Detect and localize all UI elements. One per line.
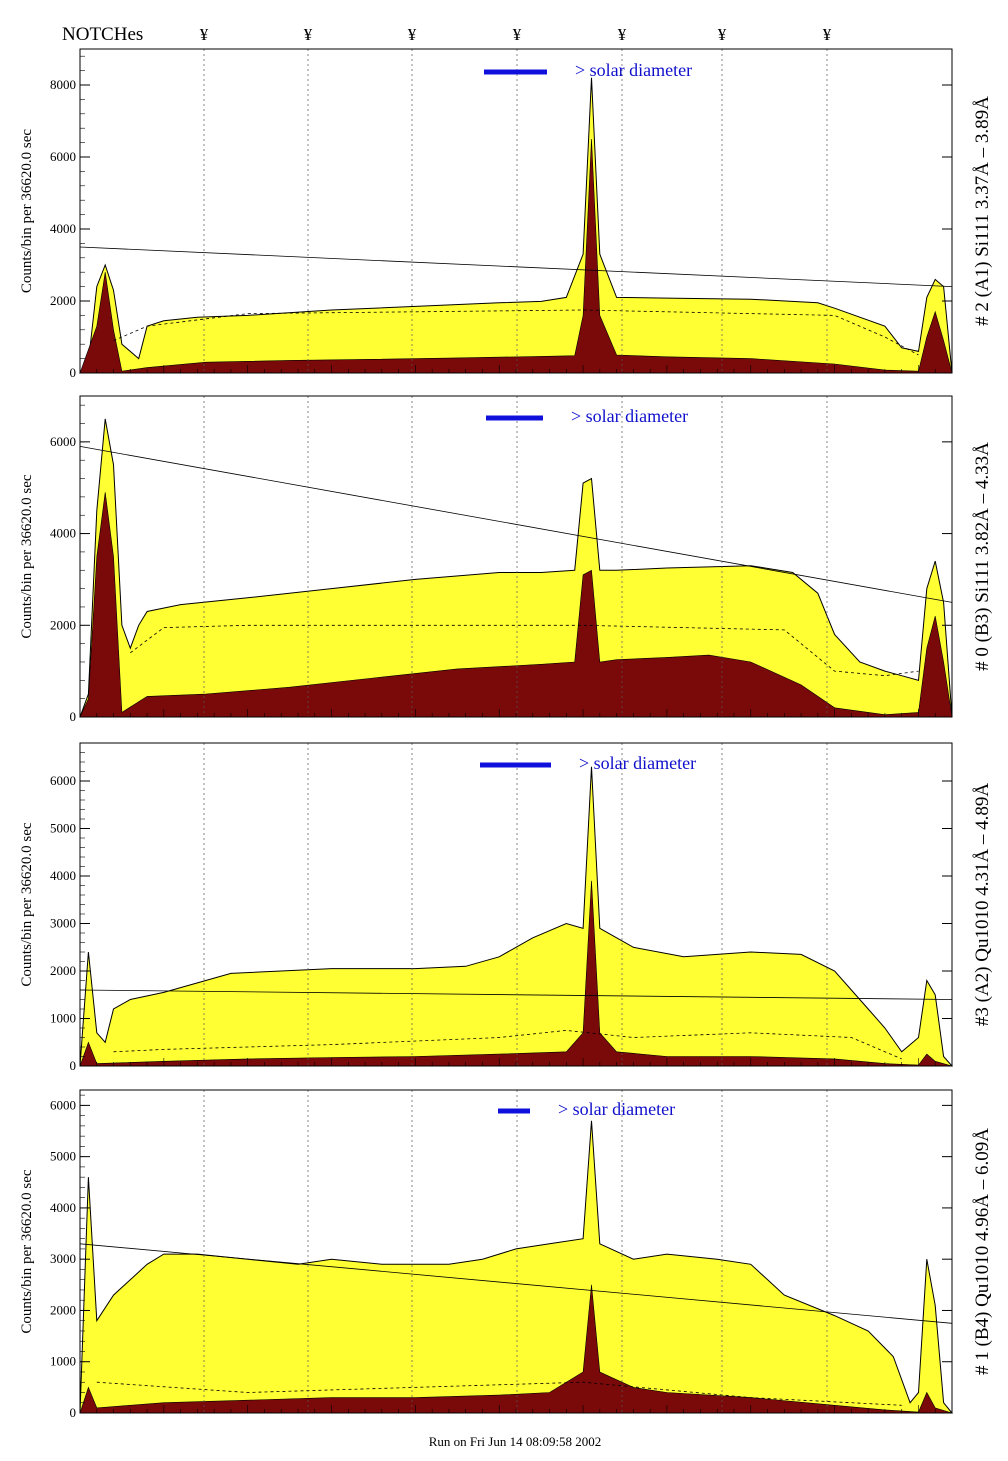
y-tick-label: 4000	[50, 868, 76, 883]
y-tick-label: 3000	[50, 1251, 76, 1266]
notch-mark-1: ¥	[200, 25, 209, 44]
solar-diameter-label: > solar diameter	[558, 1099, 675, 1119]
line-counts-area	[79, 880, 953, 1067]
notch-mark-6: ¥	[718, 25, 727, 44]
y-tick-label: 6000	[50, 773, 76, 788]
y-tick-label: 0	[70, 1405, 77, 1420]
line-counts-area	[79, 492, 953, 718]
trend-line	[79, 246, 953, 287]
y-tick-label: 0	[70, 1058, 77, 1073]
solar-diameter-label: > solar diameter	[579, 753, 696, 773]
y-tick-label: 4000	[50, 1200, 76, 1215]
notch-mark-4: ¥	[513, 25, 522, 44]
trend-line	[79, 1243, 953, 1324]
notches-title: NOTCHes	[62, 24, 143, 45]
total-counts-area	[79, 418, 953, 718]
line-counts-area	[79, 138, 953, 374]
notch-mark-7: ¥	[823, 25, 832, 44]
solar-diameter-label: > solar diameter	[571, 406, 688, 426]
panels: 0 2000 4000 6000 8000 Counts/bin per 36620.0 …	[19, 48, 993, 1420]
notch-mark-5: ¥	[618, 25, 627, 44]
y-tick-label: 6000	[50, 149, 76, 164]
y-tick-label: 1000	[50, 1354, 76, 1369]
panel-1: 0 2000 4000 6000 8000 Counts/bin per 36620.0 …	[19, 48, 993, 380]
y-axis-label: Counts/bin per 36620.0 sec	[19, 1169, 35, 1333]
y-tick-label: 0	[70, 365, 77, 380]
total-counts-area	[79, 766, 954, 1067]
y-tick-label: 0	[70, 709, 77, 724]
trend-line	[79, 989, 953, 1000]
y-axis-label: Counts/bin per 36620.0 sec	[19, 822, 35, 986]
y-tick-label: 1000	[50, 1011, 76, 1026]
line-counts-area	[79, 1284, 953, 1414]
panel-3: 0 1000 2000 3000 4000 5000 6000 Counts/bin per …	[19, 742, 993, 1073]
total-counts-area	[78, 77, 953, 374]
panel-4: 0 1000 2000 3000 4000 5000 6000 Counts/bin per …	[19, 1089, 993, 1420]
y-tick-label: 8000	[50, 77, 76, 92]
y-tick-label: 3000	[50, 916, 76, 931]
y-tick-label: 5000	[50, 1149, 76, 1164]
y-tick-label: 4000	[50, 526, 76, 541]
y-tick-label: 2000	[50, 617, 76, 632]
y-axis-label: Counts/bin per 36620.0 sec	[19, 474, 35, 638]
y-tick-label: 2000	[50, 1302, 76, 1317]
solar-diameter-label: > solar diameter	[575, 60, 692, 80]
notch-marks: ¥ ¥ ¥ ¥ ¥ ¥ ¥	[200, 25, 832, 44]
y-tick-label: 4000	[50, 221, 76, 236]
background-model-line	[113, 309, 919, 356]
notch-mark-3: ¥	[408, 25, 417, 44]
y-tick-label: 2000	[50, 963, 76, 978]
panel-label: # 2 (A1) Si111 3.37Å – 3.89Å	[972, 96, 993, 326]
total-counts-area	[79, 1120, 954, 1414]
panel-2: 0 2000 4000 6000 Counts/bin per 36620.0 sec #…	[19, 395, 993, 724]
notch-mark-2: ¥	[304, 25, 313, 44]
y-tick-label: 6000	[50, 434, 76, 449]
panel-label: #3 (A2) Qu1010 4.31Å – 4.89Å	[972, 783, 993, 1027]
panel-label: # 0 (B3) Si111 3.82Å – 4.33Å	[972, 442, 993, 671]
y-tick-label: 5000	[50, 821, 76, 836]
panel-label: # 1 (B4) Qu1010 4.96Å – 6.09Å	[972, 1128, 993, 1375]
y-tick-label: 2000	[50, 293, 76, 308]
trend-line	[79, 446, 953, 603]
background-model-line	[130, 624, 919, 677]
background-model-line	[96, 1381, 902, 1406]
y-tick-label: 6000	[50, 1097, 76, 1112]
run-footer: Run on Fri Jun 14 08:09:58 2002	[429, 1434, 602, 1449]
y-axis-label: Counts/bin per 36620.0 sec	[19, 129, 35, 293]
